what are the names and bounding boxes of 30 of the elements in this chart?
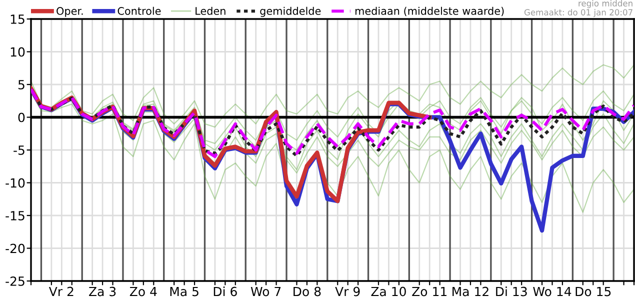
text: Gemaakt: do 01 jan 20:07 bbox=[524, 9, 632, 18]
x-tick-label: Do 15 bbox=[576, 286, 611, 296]
y-tick-label: -20 bbox=[6, 244, 25, 254]
x-tick-label: Di 6 bbox=[214, 286, 237, 296]
legend-label: mediaan (middelste waarde) bbox=[355, 6, 504, 16]
x-tick-label: Di 13 bbox=[496, 286, 527, 296]
x-tick-label: Ma 12 bbox=[452, 286, 488, 296]
legend-label: Oper. bbox=[56, 7, 83, 17]
x-tick-label: Zo 11 bbox=[412, 286, 446, 296]
y-tick-label: 10 bbox=[10, 47, 25, 57]
y-tick-label: 15 bbox=[10, 14, 24, 24]
legend-label: Controle bbox=[118, 6, 161, 15]
x-tick-label: Wo 7 bbox=[250, 286, 281, 296]
y-tick-label: -5 bbox=[14, 146, 24, 155]
x-tick-label: Vr 9 bbox=[335, 286, 360, 296]
y-tick-label: -15 bbox=[6, 211, 24, 220]
legend-label: Leden bbox=[196, 6, 226, 15]
x-tick-label: Zo 4 bbox=[130, 286, 157, 296]
x-tick-label: Za 10 bbox=[371, 286, 406, 296]
x-tick-label: Wo 14 bbox=[533, 286, 572, 296]
text: regio midden bbox=[578, 0, 632, 8]
y-tick-label: -10 bbox=[6, 178, 25, 188]
y-tick-label: 5 bbox=[18, 80, 24, 90]
x-tick-label: Ma 5 bbox=[170, 286, 198, 296]
x-tick-label: Do 8 bbox=[294, 286, 321, 296]
y-tick-label: 0 bbox=[18, 112, 25, 122]
legend-label: gemiddelde bbox=[260, 6, 321, 17]
x-tick-label: Vr 2 bbox=[48, 286, 74, 296]
y-tick-label: -25 bbox=[6, 276, 24, 286]
x-tick-label: Za 3 bbox=[89, 286, 116, 296]
